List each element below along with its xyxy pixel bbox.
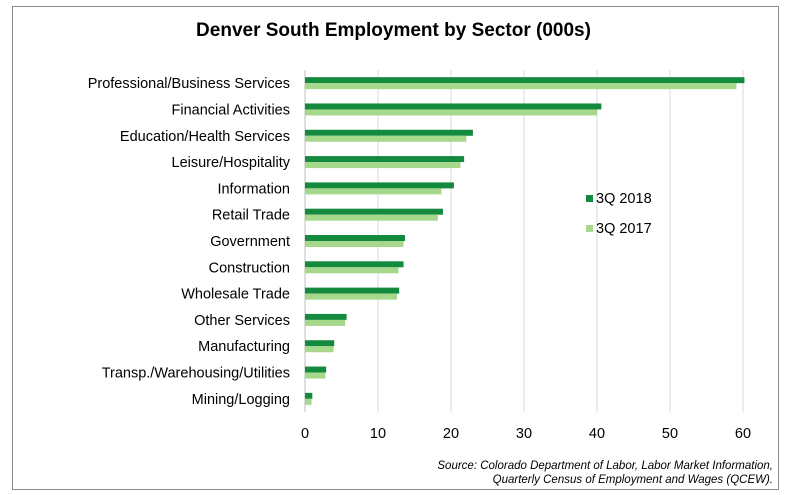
x-tick-0: 0: [301, 426, 309, 442]
bar-2018-2: [305, 129, 473, 136]
category-label-2: Education/Health Services: [120, 129, 290, 145]
bar-2018-8: [305, 287, 400, 294]
legend-swatch-1: [586, 225, 593, 232]
category-label-12: Mining/Logging: [192, 392, 290, 408]
bar-2018-3: [305, 156, 465, 163]
bar-2017-7: [305, 267, 399, 274]
bar-2018-11: [305, 366, 327, 373]
source-line-1: Source: Colorado Department of Labor, La…: [437, 460, 773, 472]
x-tick-6: 60: [735, 426, 751, 442]
bar-2018-12: [305, 392, 313, 399]
bars: [305, 77, 745, 405]
category-label-4: Information: [217, 181, 290, 197]
legend-label-1: 3Q 2017: [596, 221, 652, 237]
category-label-6: Government: [210, 234, 290, 250]
category-label-0: Professional/Business Services: [88, 76, 290, 92]
category-label-8: Wholesale Trade: [181, 287, 290, 303]
bar-2017-5: [305, 214, 438, 221]
legend-label-0: 3Q 2018: [596, 191, 652, 207]
category-label-9: Other Services: [194, 313, 290, 329]
bar-2017-10: [305, 346, 334, 353]
category-label-3: Leisure/Hospitality: [172, 155, 291, 171]
chart-title: Denver South Employment by Sector (000s): [196, 20, 591, 41]
category-label-1: Financial Activities: [172, 102, 290, 118]
x-tick-1: 10: [370, 426, 386, 442]
bar-2017-4: [305, 188, 442, 195]
bar-2018-4: [305, 182, 454, 189]
bar-2018-5: [305, 208, 443, 215]
bar-2018-6: [305, 235, 406, 241]
category-label-10: Manufacturing: [198, 339, 290, 355]
bar-2017-1: [305, 109, 597, 116]
bar-2017-11: [305, 372, 326, 379]
x-tick-2: 20: [443, 426, 459, 442]
bar-2017-6: [305, 241, 404, 247]
x-tick-labels: 0 10 20 30 40 50 60: [301, 426, 751, 442]
category-label-7: Construction: [209, 260, 290, 276]
category-labels: Professional/Business Services Financial …: [88, 76, 291, 408]
bar-2017-2: [305, 135, 467, 142]
legend: 3Q 2018 3Q 2017: [586, 191, 652, 237]
category-label-11: Transp./Warehousing/Utilities: [102, 366, 290, 382]
bar-2018-10: [305, 340, 335, 347]
source-line-2: Quarterly Census of Employment and Wages…: [492, 474, 773, 486]
legend-swatch-0: [586, 195, 593, 202]
bar-2017-3: [305, 162, 461, 169]
x-tick-4: 40: [589, 426, 605, 442]
bar-2017-9: [305, 319, 346, 326]
x-tick-3: 30: [516, 426, 532, 442]
source-note: Source: Colorado Department of Labor, La…: [437, 459, 773, 487]
bar-2017-0: [305, 83, 737, 90]
bar-2018-9: [305, 313, 347, 320]
category-label-5: Retail Trade: [212, 208, 290, 224]
bar-2018-7: [305, 261, 404, 268]
bar-2017-8: [305, 293, 397, 300]
bar-2018-0: [305, 77, 745, 84]
x-tick-5: 50: [662, 426, 678, 442]
bar-2018-1: [305, 103, 602, 110]
bar-2017-12: [305, 398, 312, 405]
